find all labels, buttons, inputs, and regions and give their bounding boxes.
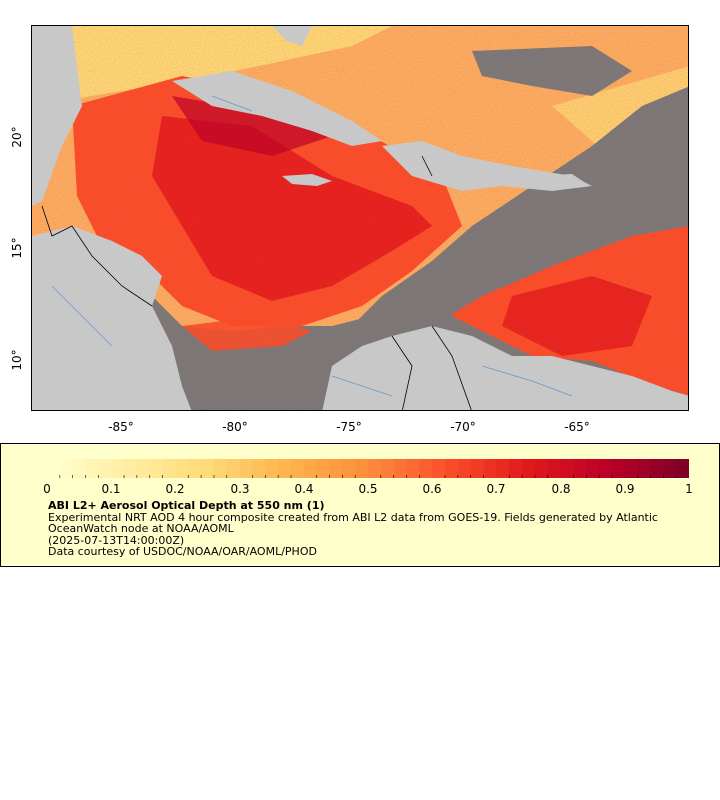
colorbar-swatch	[368, 459, 382, 478]
colorbar-swatch	[676, 459, 689, 478]
legend-timestamp: (2025-07-13T14:00:00Z)	[48, 533, 185, 547]
colorbar-swatch	[393, 459, 408, 478]
legend-description: Experimental NRT AOD 4 hour composite cr…	[48, 510, 658, 524]
colorbar-swatch	[72, 459, 87, 478]
y-tick-label: 20°	[10, 126, 24, 148]
land-jamaica	[282, 174, 332, 186]
colorbar-swatch	[483, 459, 497, 478]
land-south-america	[322, 326, 688, 410]
colorbar-swatch	[599, 459, 613, 478]
land-cuba	[172, 71, 382, 146]
colorbar-swatch	[534, 459, 549, 478]
colorbar-swatch	[303, 459, 318, 478]
colorbar-swatch	[432, 459, 446, 478]
colorbar-swatch	[47, 459, 61, 478]
colorbar-swatch	[637, 459, 651, 478]
x-tick-label: -70°	[450, 420, 476, 434]
colorbar-tick-label: 0.3	[230, 482, 250, 496]
colorbar-tick-label: 0.7	[486, 482, 506, 496]
land-florida	[272, 26, 312, 46]
aod-map	[32, 26, 688, 410]
colorbar-swatch	[111, 459, 125, 478]
colorbar-swatch	[547, 459, 562, 478]
colorbar-swatch	[329, 459, 343, 478]
colorbar-tick-label: 0.6	[422, 482, 442, 496]
colorbar	[47, 459, 689, 478]
x-tick-label: -85°	[108, 420, 134, 434]
colorbar-swatch	[470, 459, 485, 478]
colorbar-tick-label: 0	[43, 482, 51, 496]
legend-text: ABI L2+ Aerosol Optical Depth at 550 nm …	[48, 500, 688, 558]
legend-credit: Data courtesy of USDOC/NOAA/OAR/AOML/PHO…	[48, 545, 317, 558]
colorbar-swatch	[496, 459, 510, 478]
colorbar-swatch	[522, 459, 536, 478]
y-tick-label: 10°	[10, 349, 24, 371]
colorbar-swatch	[98, 459, 112, 478]
colorbar-swatch	[188, 459, 202, 478]
colorbar-swatch	[201, 459, 215, 478]
map-panel[interactable]	[31, 25, 689, 411]
colorbar-swatch	[85, 459, 99, 478]
colorbar-swatch	[316, 459, 330, 478]
colorbar-swatch	[136, 459, 151, 478]
colorbar-swatch	[162, 459, 176, 478]
rivers	[51, 95, 573, 397]
colorbar-swatch	[586, 459, 600, 478]
colorbar-swatch	[290, 459, 305, 478]
colorbar-swatch	[650, 459, 664, 478]
colorbar-swatch	[175, 459, 189, 478]
colorbar-swatch	[457, 459, 472, 478]
colorbar-swatch	[239, 459, 253, 478]
legend-title: ABI L2+ Aerosol Optical Depth at 550 nm …	[48, 499, 325, 512]
colorbar-swatch	[226, 459, 241, 478]
x-tick-label: -65°	[564, 420, 590, 434]
colorbar-swatch	[252, 459, 266, 478]
colorbar-tick-label: 0.9	[615, 482, 635, 496]
x-tick-label: -75°	[336, 420, 362, 434]
x-tick-label: -80°	[222, 420, 248, 434]
land-central-america	[32, 226, 192, 410]
colorbar-swatch	[663, 459, 677, 478]
colorbar-swatch	[406, 459, 420, 478]
colorbar-tick-label: 0.4	[294, 482, 314, 496]
colorbar-tick-label: 0.1	[101, 482, 121, 496]
colorbar-swatch	[342, 459, 356, 478]
borders	[41, 155, 472, 410]
colorbar-swatch	[445, 459, 459, 478]
colorbar-swatch	[560, 459, 574, 478]
colorbar-swatch	[59, 459, 74, 478]
colorbar-swatch	[149, 459, 164, 478]
colorbar-tick-label: 0.2	[165, 482, 185, 496]
land-yucatan	[32, 26, 82, 206]
colorbar-tick-label: 1	[685, 482, 693, 496]
colorbar-swatch	[611, 459, 626, 478]
y-tick-label: 15°	[10, 237, 24, 259]
colorbar-tick-label: 0.8	[551, 482, 571, 496]
colorbar-swatch	[278, 459, 292, 478]
colorbar-swatch	[265, 459, 279, 478]
colorbar-swatch	[419, 459, 433, 478]
colorbar-swatch	[573, 459, 587, 478]
colorbar-swatch	[380, 459, 395, 478]
legend-description-cont: OceanWatch node at NOAA/AOML	[48, 522, 234, 535]
colorbar-swatch	[213, 459, 228, 478]
colorbar-swatch	[624, 459, 639, 478]
colorbar-swatch	[124, 459, 138, 478]
colorbar-tick-label: 0.5	[358, 482, 378, 496]
land-puerto-rico	[532, 174, 587, 186]
colorbar-swatch	[509, 459, 523, 478]
colorbar-swatch	[355, 459, 369, 478]
